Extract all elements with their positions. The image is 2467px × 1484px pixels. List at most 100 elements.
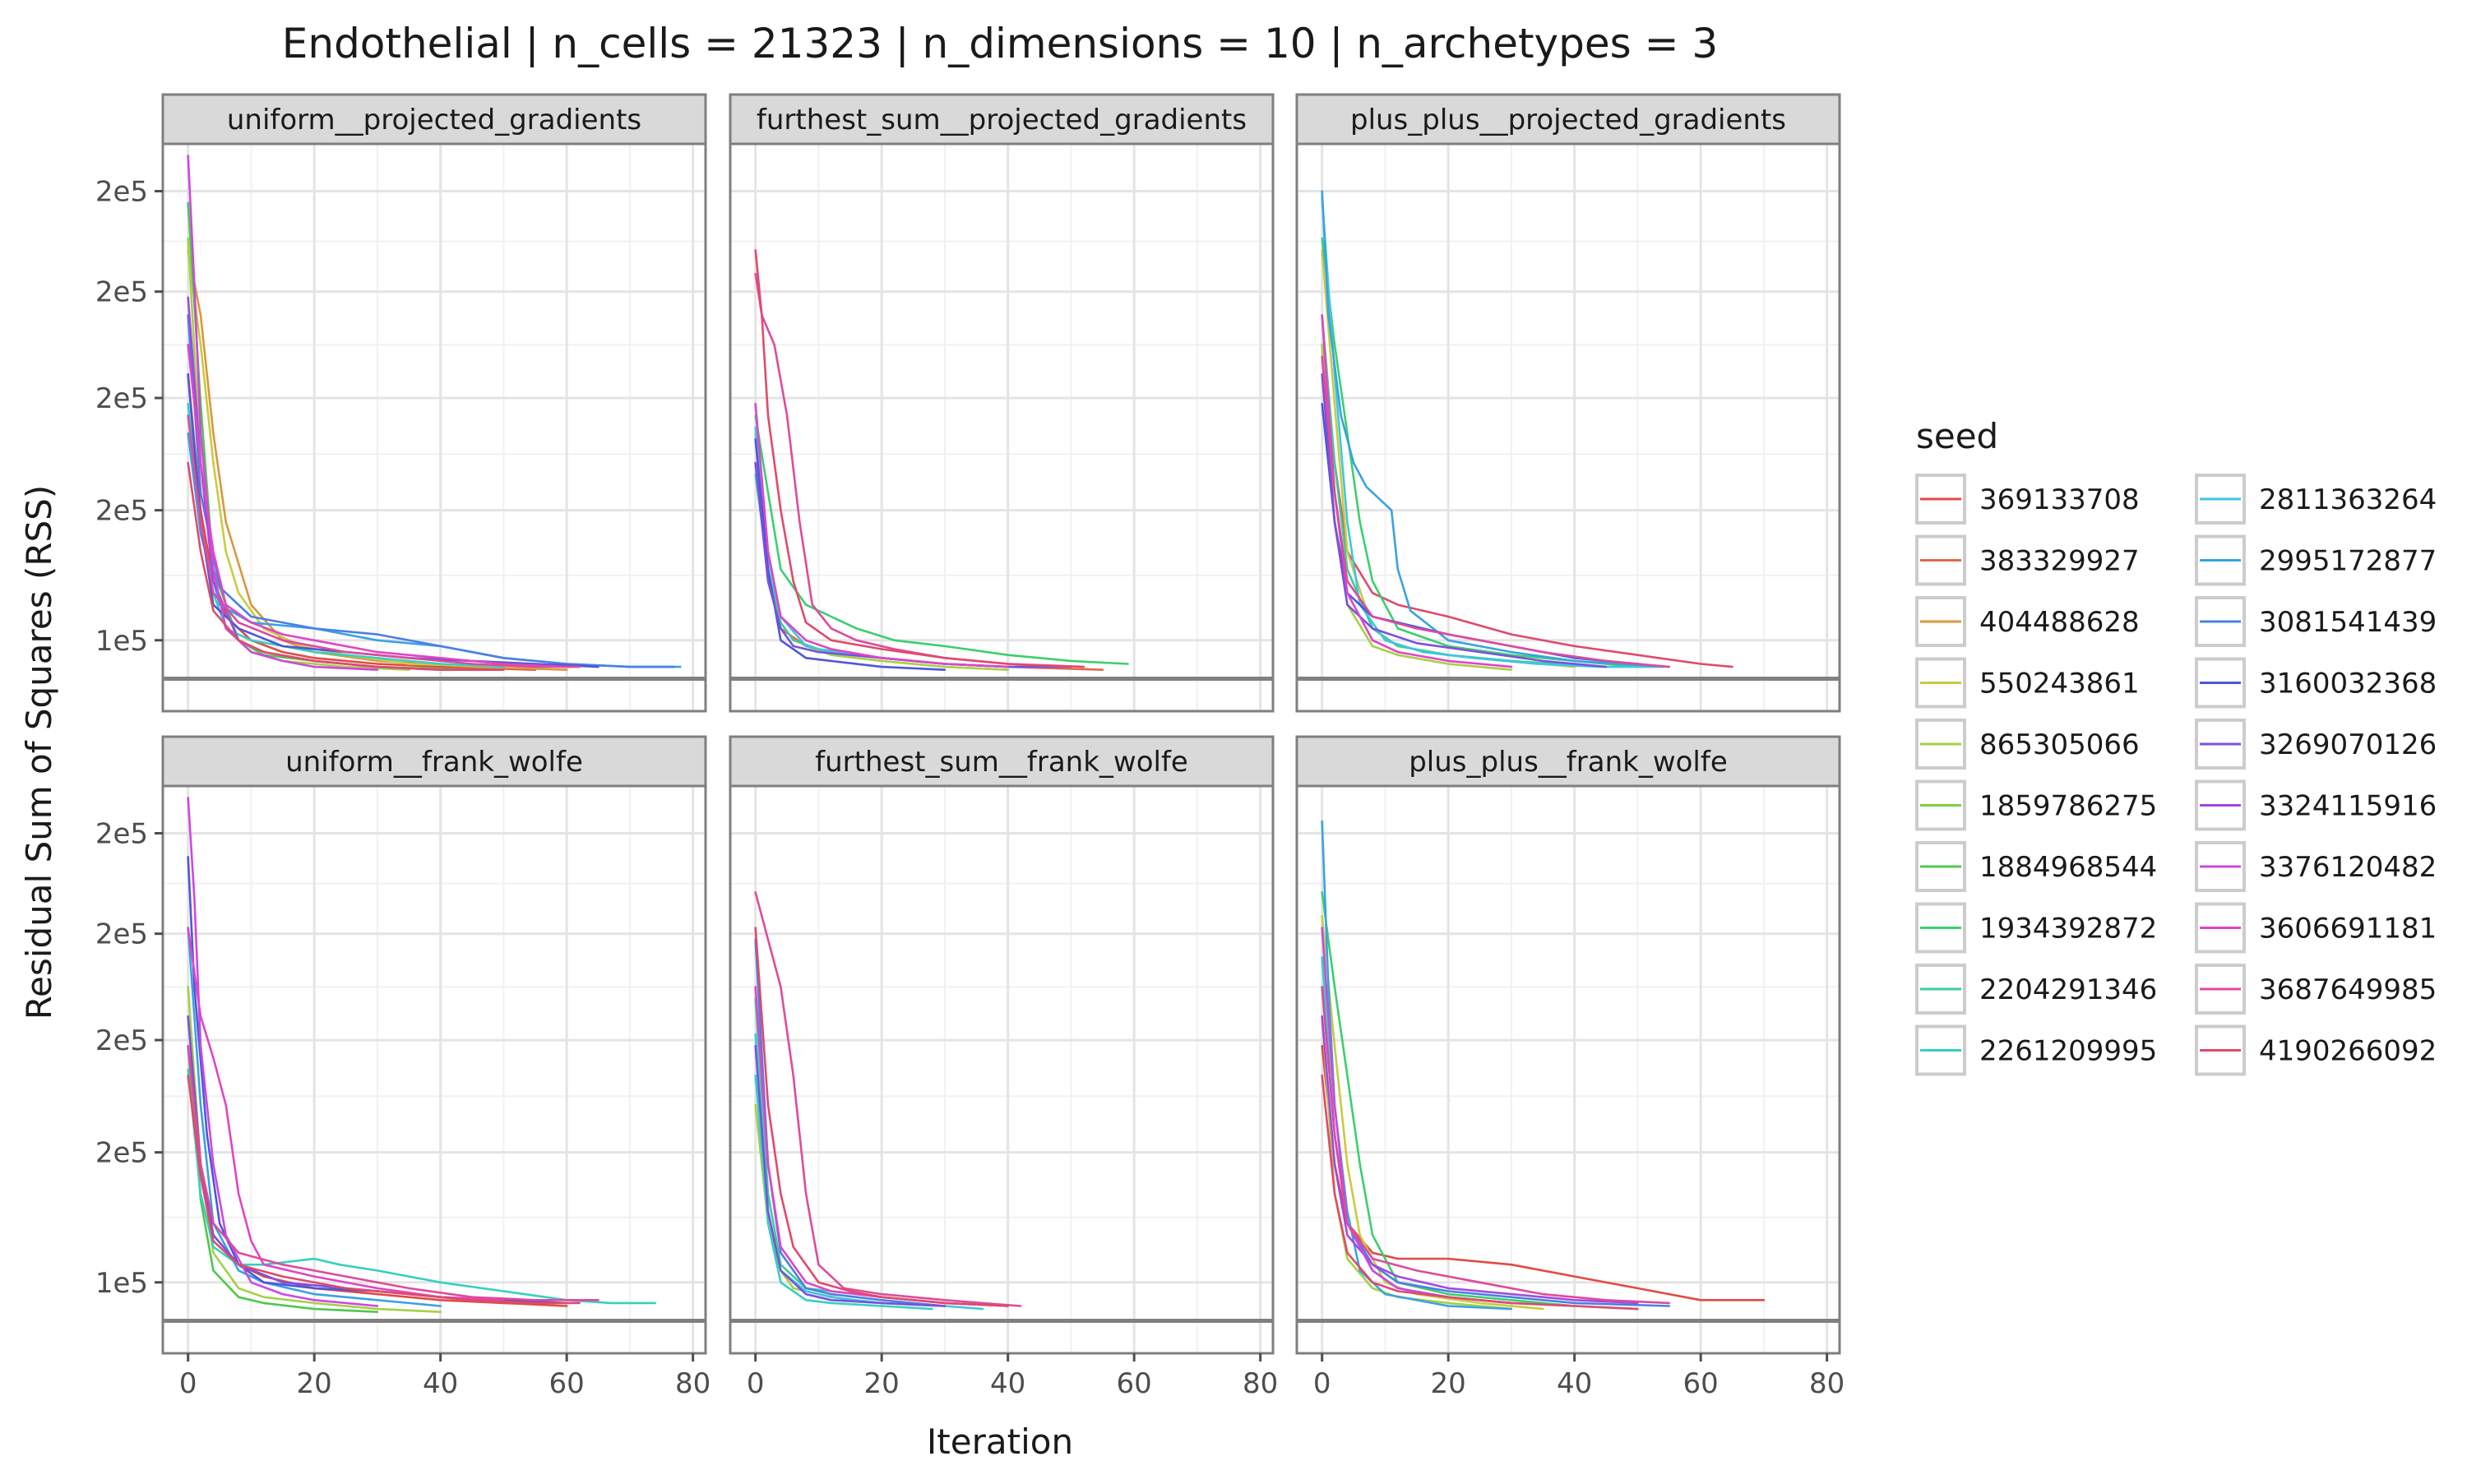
plot-background bbox=[1297, 786, 1840, 1353]
facet-strip bbox=[729, 735, 1275, 788]
plot-background bbox=[730, 786, 1273, 1353]
legend-item: 550243861 bbox=[1915, 657, 2140, 709]
legend-label: 3081541439 bbox=[2259, 606, 2437, 639]
legend-label: 1884968544 bbox=[1979, 851, 2157, 884]
x-tick-label: 80 bbox=[1809, 1367, 1844, 1400]
y-tick-label: 2e5 bbox=[95, 276, 148, 309]
legend-item: 1884968544 bbox=[1915, 841, 2157, 892]
series-line-1934392872 bbox=[754, 414, 1129, 665]
legend-item: 1934392872 bbox=[1915, 902, 2157, 954]
panel: uniform__frank_wolfe 1e5 2e5 2e5 2e5 2e5 0 20 40… bbox=[95, 735, 710, 1400]
chart-title: Endothelial | n_cells = 21323 | n_dimens… bbox=[282, 20, 1718, 67]
x-tick-label: 80 bbox=[1243, 1367, 1278, 1400]
series-line-1934392872 bbox=[1321, 891, 1576, 1307]
series-line-3269070126 bbox=[754, 1045, 947, 1307]
series-line-3376120482 bbox=[187, 797, 379, 1307]
panel: plus_plus__projected_gradients bbox=[1295, 93, 1841, 713]
x-tick-label: 40 bbox=[990, 1367, 1025, 1400]
series-line-3687649985 bbox=[187, 1045, 599, 1301]
legend-label: 369133708 bbox=[1979, 483, 2140, 516]
legend-item: 369133708 bbox=[1915, 474, 2140, 525]
series-line-2995172877 bbox=[1321, 820, 1513, 1311]
panel-border bbox=[1295, 142, 1841, 713]
series-line-3687649985 bbox=[187, 414, 581, 668]
y-tick-label: 1e5 bbox=[95, 625, 148, 658]
legend-item: 3687649985 bbox=[2195, 964, 2437, 1015]
panel-border bbox=[1295, 784, 1841, 1355]
legend-label: 3324115916 bbox=[2259, 790, 2437, 823]
legend-title: seed bbox=[1916, 416, 1998, 456]
x-tick-label: 40 bbox=[423, 1367, 458, 1400]
series-line-1934392872 bbox=[1321, 237, 1639, 668]
series-line-1884968544 bbox=[187, 1045, 379, 1313]
y-tick-label: 2e5 bbox=[95, 382, 148, 415]
legend-item: 3606691181 bbox=[2195, 902, 2437, 954]
panel: furthest_sum__projected_gradients bbox=[729, 93, 1275, 713]
legend-label: 3160032368 bbox=[2259, 668, 2437, 700]
series-line-4190266092 bbox=[1321, 1074, 1639, 1311]
panel-border bbox=[161, 784, 707, 1355]
facet-title: plus_plus__projected_gradients bbox=[1350, 104, 1786, 136]
legend-label: 2204291346 bbox=[1979, 973, 2157, 1006]
series-line-550243861 bbox=[187, 249, 505, 668]
x-tick-label: 60 bbox=[1117, 1367, 1152, 1400]
series-line-3376120482 bbox=[187, 155, 379, 672]
legend-item: 1859786275 bbox=[1915, 779, 2157, 831]
legend-item: 3160032368 bbox=[2195, 657, 2437, 709]
plot-background bbox=[163, 144, 706, 711]
panel-border bbox=[161, 142, 707, 713]
series-line-3687649985 bbox=[754, 891, 1022, 1307]
series-line-3324115916 bbox=[1321, 1015, 1639, 1305]
panel: furthest_sum__frank_wolfe 0 20 40 60 80 bbox=[729, 735, 1278, 1400]
facet-title: uniform__projected_gradients bbox=[227, 104, 641, 136]
legend-label: 404488628 bbox=[1979, 606, 2140, 639]
plot-background bbox=[1297, 144, 1840, 711]
x-tick-label: 0 bbox=[179, 1367, 197, 1400]
facet-title: furthest_sum__projected_gradients bbox=[757, 104, 1247, 136]
series-line-3687649985 bbox=[1321, 986, 1671, 1305]
panel: plus_plus__frank_wolfe 0 20 40 60 80 bbox=[1295, 735, 1844, 1400]
facet-strip bbox=[729, 93, 1275, 146]
panel-border bbox=[729, 142, 1275, 713]
legend-label: 383329927 bbox=[1979, 545, 2140, 578]
legend-item: 865305066 bbox=[1915, 719, 2140, 770]
x-tick-label: 20 bbox=[864, 1367, 900, 1400]
series-line-2995172877 bbox=[187, 927, 442, 1307]
x-tick-label: 20 bbox=[297, 1367, 332, 1400]
legend-item: 404488628 bbox=[1915, 596, 2140, 647]
facet-title: furthest_sum__frank_wolfe bbox=[815, 746, 1188, 779]
legend-label: 1934392872 bbox=[1979, 913, 2157, 945]
facet-strip bbox=[161, 735, 707, 788]
series-line-369133708 bbox=[187, 372, 537, 672]
series-line-3606691181 bbox=[187, 344, 568, 668]
legend-item: 3324115916 bbox=[2195, 779, 2437, 831]
series-line-2261209995 bbox=[754, 1074, 933, 1311]
facet-title: uniform__frank_wolfe bbox=[285, 746, 583, 779]
series-line-3687649985 bbox=[1321, 355, 1671, 668]
y-tick-label: 2e5 bbox=[95, 818, 148, 851]
series-line-3606691181 bbox=[754, 402, 1009, 668]
legend-label: 2995172877 bbox=[2259, 545, 2437, 578]
y-tick-label: 1e5 bbox=[95, 1267, 148, 1300]
series-line-4190266092 bbox=[1321, 344, 1733, 668]
legend-label: 1859786275 bbox=[1979, 790, 2157, 823]
x-tick-label: 0 bbox=[1313, 1367, 1331, 1400]
legend-item: 2261209995 bbox=[1915, 1024, 2157, 1076]
facet-title: plus_plus__frank_wolfe bbox=[1409, 746, 1728, 779]
y-tick-label: 2e5 bbox=[95, 176, 148, 209]
legend-item: 383329927 bbox=[1915, 534, 2140, 586]
legend-item: 2995172877 bbox=[2195, 534, 2437, 586]
series-line-4190266092 bbox=[187, 1074, 581, 1305]
x-tick-label: 40 bbox=[1557, 1367, 1592, 1400]
legend-item: 3081541439 bbox=[2195, 596, 2437, 647]
panel-border bbox=[729, 784, 1275, 1355]
facet-strip bbox=[1295, 93, 1841, 146]
y-tick-label: 2e5 bbox=[95, 495, 148, 528]
panel: uniform__projected_gradients 1e5 2e5 2e5 2e5… bbox=[95, 93, 707, 713]
series-line-3160032368 bbox=[754, 438, 947, 672]
legend-label: 4190266092 bbox=[2259, 1035, 2437, 1068]
series-line-2811363264 bbox=[1321, 196, 1664, 668]
series-line-4190266092 bbox=[754, 249, 1085, 668]
legend-item: 2811363264 bbox=[2195, 474, 2437, 525]
